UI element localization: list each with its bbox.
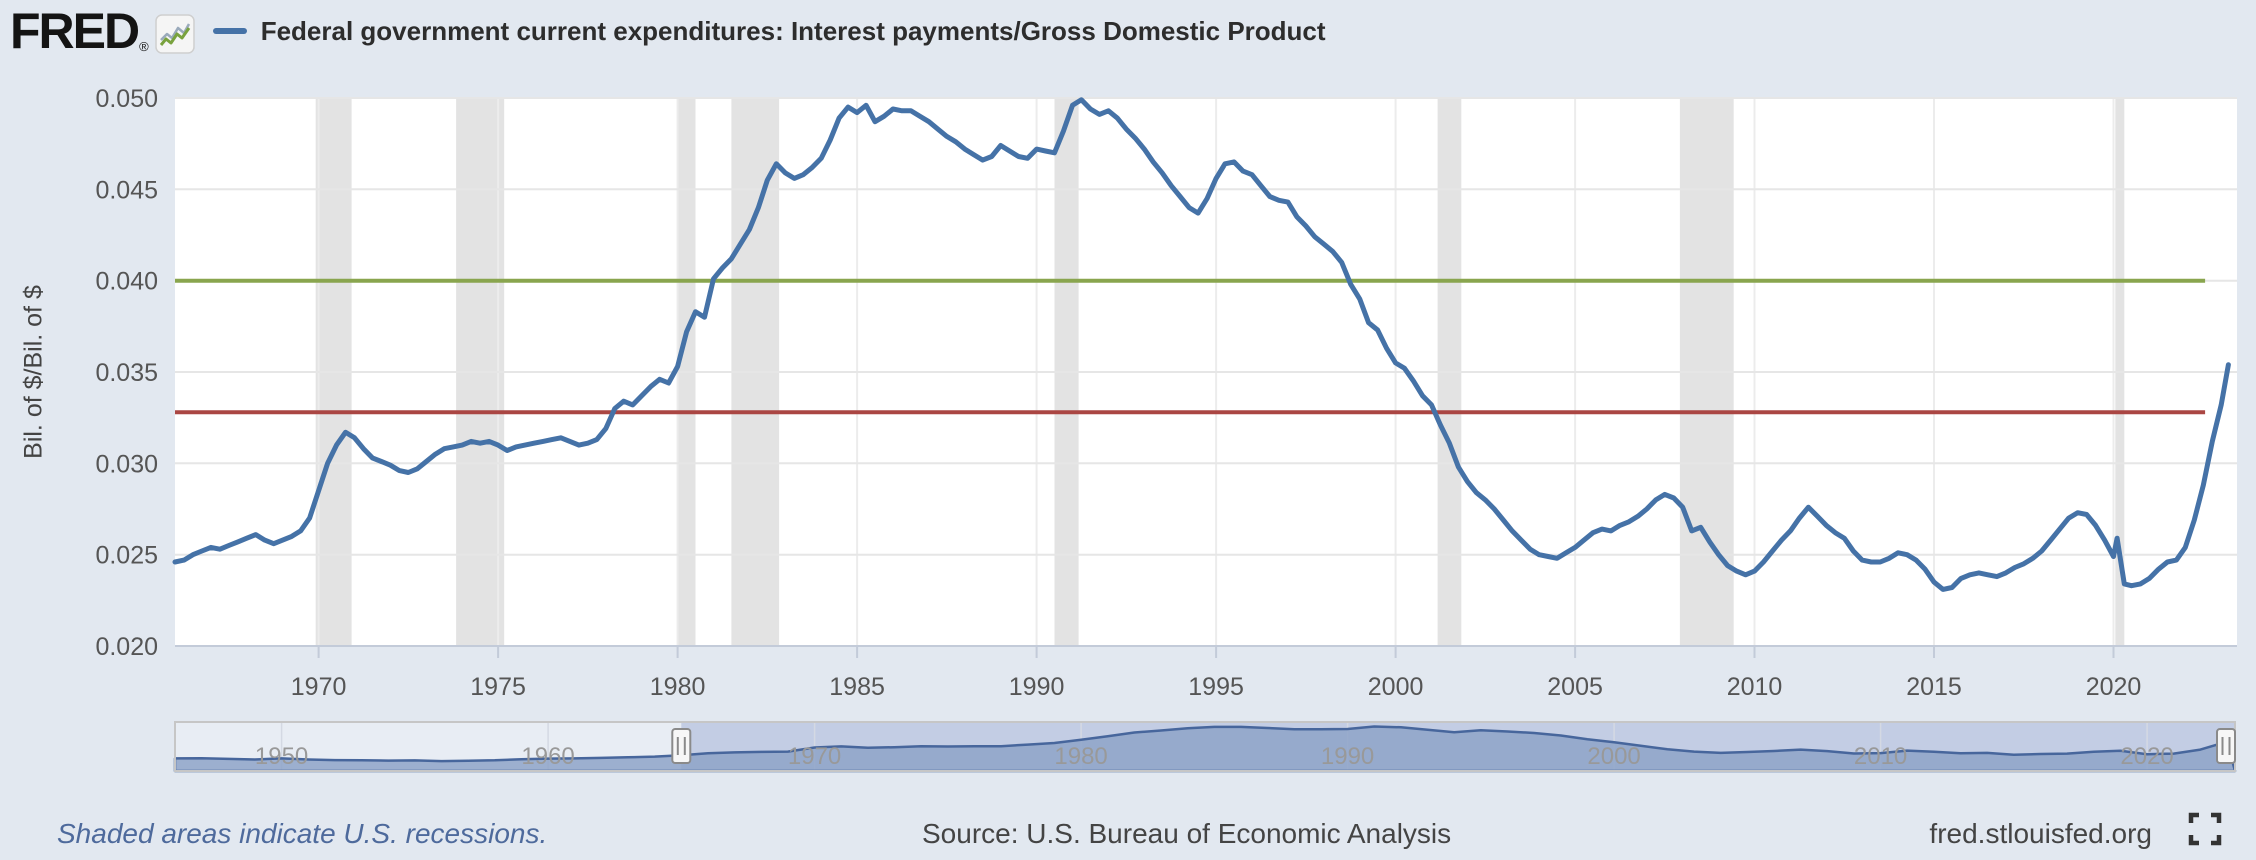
y-axis-tick-label: 0.020	[95, 633, 158, 661]
fullscreen-icon	[2188, 812, 2222, 846]
source-text: Source: U.S. Bureau of Economic Analysis	[922, 818, 1452, 849]
series-title: Federal government current expenditures:…	[260, 15, 1326, 46]
range-start-handle[interactable]	[671, 728, 692, 764]
y-axis-title: Bil. of $/Bil. of $	[19, 285, 48, 459]
x-axis-tick-label: 1995	[1188, 673, 1244, 701]
x-axis-tick-label: 1990	[1009, 673, 1065, 701]
recession-note: Shaded areas indicate U.S. recessions.	[57, 818, 548, 849]
x-axis-tick-label: 2015	[1906, 673, 1962, 701]
chart-canvas: 1970 1975 1980 1985 1990 1995 2000 2005 2010 2015…	[95, 85, 2237, 773]
x-axis-tick-label: 2010	[1727, 673, 1783, 701]
x-axis-tick-label: 1985	[829, 673, 885, 701]
series-legend-marker	[212, 28, 247, 34]
range-decade-label: 1950	[255, 743, 308, 770]
x-axis-tick-label: 2000	[1368, 673, 1424, 701]
fred-logo[interactable]: FRED ®	[10, 6, 195, 56]
y-axis-tick-label: 0.025	[95, 542, 158, 570]
range-decade-label: 2010	[1854, 743, 1907, 770]
x-axis-tick-label: 1980	[650, 673, 706, 701]
range-decade-label: 1960	[521, 743, 574, 770]
y-axis-tick-label: 0.035	[95, 359, 158, 387]
fullscreen-button[interactable]	[2188, 812, 2222, 846]
chart-header: FRED ® Federal government current expend…	[0, 0, 2256, 62]
series-line[interactable]	[172, 97, 2231, 592]
x-axis-tick-label: 1975	[470, 673, 526, 701]
y-axis-tick-label: 0.050	[95, 85, 158, 113]
fred-logo-chart-icon	[154, 14, 195, 54]
y-axis-tick-label: 0.030	[95, 450, 158, 478]
site-link[interactable]: fred.stlouisfed.org	[1929, 818, 2152, 849]
registered-trademark: ®	[139, 39, 149, 54]
x-axis-tick-label: 2005	[1547, 673, 1603, 701]
range-end-handle[interactable]	[2216, 728, 2236, 764]
x-axis-tick-label: 1970	[291, 673, 347, 701]
x-axis-tick-label: 2020	[2086, 673, 2142, 701]
range-decade-label: 2000	[1587, 743, 1640, 770]
y-axis-tick-label: 0.045	[95, 176, 158, 204]
range-decade-label: 1980	[1054, 743, 1107, 770]
fred-logo-text: FRED	[10, 3, 140, 59]
range-decade-label: 2020	[2120, 743, 2173, 770]
y-axis-tick-label: 0.040	[95, 268, 158, 296]
range-decade-label: 1990	[1321, 743, 1374, 770]
range-decade-label: 1970	[788, 743, 841, 770]
